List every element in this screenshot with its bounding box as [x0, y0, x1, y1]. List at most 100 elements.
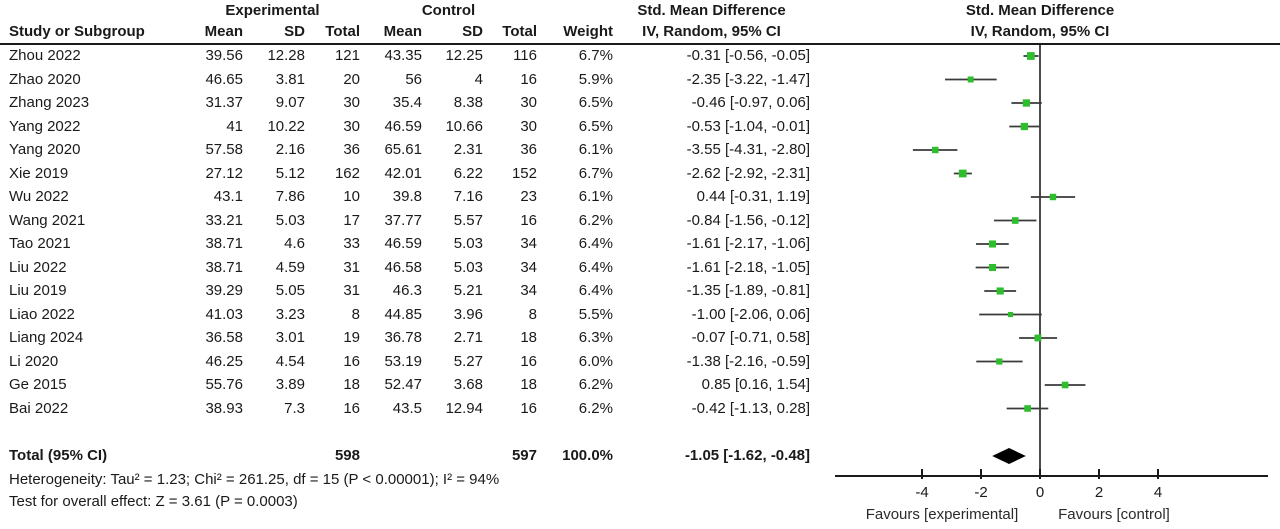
header-exp-total: Total [325, 23, 360, 40]
table-row: Liu 2022 38.71 4.59 31 46.58 5.03 34 6.4% -1.61 … [0, 256, 810, 280]
smd-ci: -3.55 [-4.31, -2.80] [686, 141, 810, 159]
header-ctrl-sd: SD [462, 23, 483, 40]
ctrl-mean: 46.3 [392, 282, 422, 300]
ctrl-mean: 52.47 [384, 376, 422, 394]
exp-sd: 3.01 [275, 329, 305, 347]
study-name: Xie 2019 [9, 164, 69, 182]
exp-total: 19 [343, 329, 360, 347]
study-table: Zhou 2022 39.56 12.28 121 43.35 12.25 116 6.7% -… [0, 44, 810, 420]
ctrl-total: 152 [511, 164, 537, 182]
table-row: Tao 2021 38.71 4.6 33 46.59 5.03 34 6.4% -1.61 [… [0, 232, 810, 256]
ctrl-mean: 46.59 [384, 117, 422, 135]
exp-total: 33 [343, 235, 360, 253]
smd-ci: 0.44 [-0.31, 1.19] [696, 188, 810, 206]
weight: 6.2% [578, 399, 613, 417]
weight: 5.9% [578, 70, 613, 88]
ctrl-sd: 5.21 [453, 282, 483, 300]
exp-total: 31 [343, 258, 360, 276]
exp-sd: 5.12 [275, 164, 305, 182]
ctrl-total: 34 [520, 258, 537, 276]
effect-marker [996, 358, 1003, 365]
exp-sd: 3.23 [275, 305, 305, 323]
ctrl-sd: 2.31 [453, 141, 483, 159]
ctrl-total: 116 [513, 47, 537, 65]
exp-mean: 38.71 [205, 235, 243, 253]
smd-ci: -2.62 [-2.92, -2.31] [686, 164, 810, 182]
exp-mean: 38.93 [205, 399, 243, 417]
ctrl-sd: 5.57 [453, 211, 483, 229]
header-method-plot-column: IV, Random, 95% CI [970, 23, 1110, 40]
weight: 6.0% [578, 352, 613, 370]
weight: 6.5% [578, 117, 613, 135]
exp-sd: 2.16 [275, 141, 305, 159]
ctrl-total: 16 [520, 352, 537, 370]
smd-ci: -1.61 [-2.17, -1.06] [686, 235, 810, 253]
ctrl-sd: 2.71 [453, 329, 483, 347]
effect-marker [967, 76, 974, 83]
exp-sd: 3.89 [275, 376, 305, 394]
exp-total: 10 [343, 188, 360, 206]
exp-total: 17 [343, 211, 360, 229]
ctrl-sd: 12.25 [445, 47, 483, 65]
exp-mean: 41.03 [205, 305, 243, 323]
study-name: Ge 2015 [9, 376, 67, 394]
exp-total: 36 [343, 141, 360, 159]
study-name: Yang 2022 [9, 117, 81, 135]
study-name: Liang 2024 [9, 329, 84, 347]
exp-sd: 9.07 [275, 94, 305, 112]
exp-mean: 39.56 [205, 47, 243, 65]
smd-ci: -0.42 [-1.13, 0.28] [691, 399, 810, 417]
effect-marker [996, 287, 1004, 295]
weight: 6.4% [578, 282, 613, 300]
weight: 6.7% [578, 164, 613, 182]
ctrl-sd: 8.38 [453, 94, 483, 112]
header-divider [0, 43, 1280, 45]
total-ctrl-total: 597 [511, 447, 537, 465]
pooled-diamond [992, 448, 1026, 464]
ctrl-mean: 53.19 [384, 352, 422, 370]
header-group-experimental: Experimental [225, 2, 320, 19]
smd-ci: -0.53 [-1.04, -0.01] [686, 117, 810, 135]
exp-total: 30 [343, 94, 360, 112]
table-row: Liao 2022 41.03 3.23 8 44.85 3.96 8 5.5% -1.00 [… [0, 303, 810, 327]
effect-marker [988, 263, 997, 272]
table-row: Yang 2020 57.58 2.16 36 65.61 2.31 36 6.1% -3.55… [0, 138, 810, 162]
ctrl-mean: 36.78 [384, 329, 422, 347]
exp-mean: 46.65 [205, 70, 243, 88]
header-group-control: Control [421, 2, 476, 19]
total-exp-total: 598 [334, 447, 360, 465]
smd-ci: -1.00 [-2.06, 0.06] [691, 305, 810, 323]
exp-total: 16 [343, 352, 360, 370]
favours-experimental-label: Favours [experimental] [866, 506, 1019, 523]
study-name: Liu 2019 [9, 282, 67, 300]
weight: 6.4% [578, 258, 613, 276]
weight: 6.1% [578, 141, 613, 159]
ctrl-mean: 43.5 [392, 399, 422, 417]
exp-total: 16 [343, 399, 360, 417]
ctrl-mean: 37.77 [384, 211, 422, 229]
exp-total: 162 [334, 164, 360, 182]
table-row: Zhou 2022 39.56 12.28 121 43.35 12.25 116 6.7% -… [0, 44, 810, 68]
smd-ci: 0.85 [0.16, 1.54] [701, 376, 810, 394]
effect-marker [932, 146, 939, 154]
exp-sd: 5.05 [275, 282, 305, 300]
axis-tick-label: -2 [974, 484, 987, 501]
ctrl-mean: 39.8 [392, 188, 422, 206]
ctrl-sd: 4 [474, 70, 483, 88]
ctrl-sd: 5.27 [453, 352, 483, 370]
exp-mean: 39.29 [205, 282, 243, 300]
ctrl-total: 23 [520, 188, 537, 206]
table-row: Bai 2022 38.93 7.3 16 43.5 12.94 16 6.2% -0.42 [… [0, 397, 810, 421]
total-row: Total (95% CI) 598 597 100.0% -1.05 [-1.… [0, 444, 810, 468]
axis-tick-label: -4 [915, 484, 928, 501]
header-ctrl-total: Total [502, 23, 537, 40]
weight: 6.2% [578, 211, 613, 229]
table-row: Liang 2024 36.58 3.01 19 36.78 2.71 18 6.3% -0.0… [0, 326, 810, 350]
table-row: Li 2020 46.25 4.54 16 53.19 5.27 16 6.0% -1.38 [… [0, 350, 810, 374]
table-row: Yang 2022 41 10.22 30 46.59 10.66 30 6.5% -0.53 … [0, 115, 810, 139]
effect-marker [1034, 334, 1042, 342]
study-name: Zhao 2020 [9, 70, 81, 88]
ctrl-sd: 10.66 [445, 117, 483, 135]
study-name: Bai 2022 [9, 399, 69, 417]
